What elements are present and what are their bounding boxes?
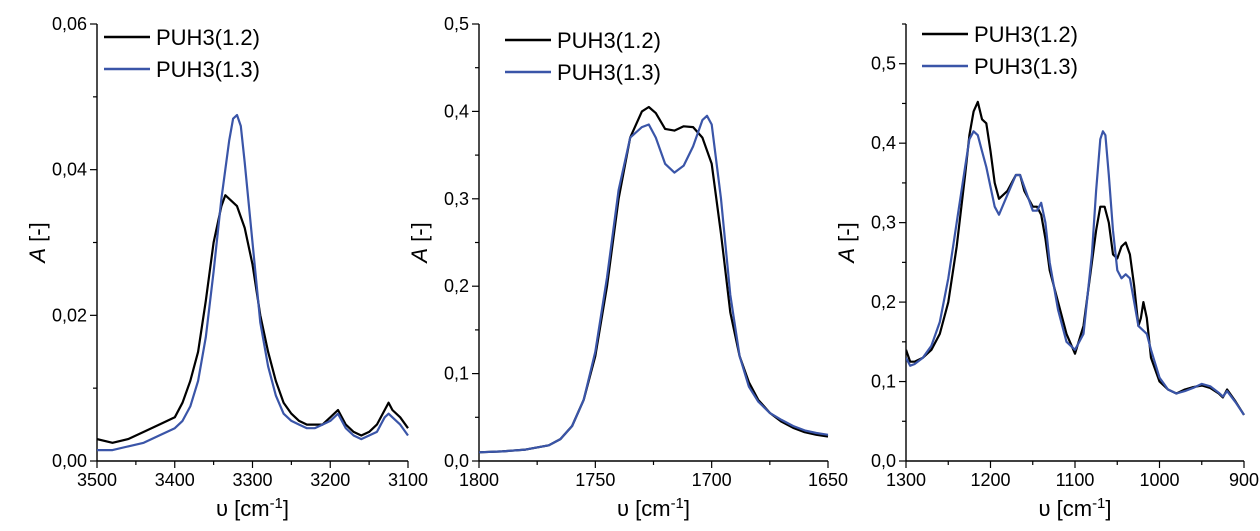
y-axis-title: A [-] (25, 222, 50, 264)
series-line-1 (906, 100, 1245, 416)
chart-panel-3: 1300 1200 1100 1000 900 0,0 0,1 0,2 0,3 0,4 0,5 υ [… (834, 22, 1259, 521)
legend-label: PUH3(1.2) (974, 22, 1078, 47)
y-tick-label: 0,0 (871, 451, 896, 471)
x-tick-label: 1800 (459, 470, 499, 490)
y-axis-title: A [-] (834, 222, 859, 264)
x-tick-label: 3300 (232, 470, 272, 490)
x-tick-label: 1100 (1056, 470, 1095, 490)
x-tick-label: 3200 (310, 470, 350, 490)
legend-label: PUH3(1.3) (156, 57, 260, 82)
legend-label: PUH3(1.2) (156, 25, 260, 50)
x-tick-label: 1650 (808, 470, 848, 490)
y-tick-label: 0,0 (444, 451, 469, 471)
x-tick-label: 1000 (1139, 470, 1179, 490)
y-tick-label: 0,06 (52, 14, 87, 34)
y-tick-label: 0,2 (871, 292, 896, 312)
x-axis-title: υ [cm-1] (1038, 495, 1111, 522)
legend-label: PUH3(1.3) (974, 54, 1078, 79)
y-tick-label: 0,1 (444, 364, 469, 384)
x-tick-label: 1200 (970, 470, 1010, 490)
x-tick-label: 900 (1229, 470, 1259, 490)
x-tick-label: 3100 (388, 470, 428, 490)
y-tick-label: 0,02 (52, 305, 87, 325)
x-axis-title: υ [cm-1] (617, 495, 690, 522)
y-tick-label: 0,04 (52, 160, 87, 180)
y-axis-title: A [-] (407, 222, 432, 264)
legend: PUH3(1.2) PUH3(1.3) (505, 28, 661, 85)
legend-label: PUH3(1.3) (557, 60, 661, 85)
legend-label: PUH3(1.2) (557, 28, 661, 53)
x-tick-label: 3500 (77, 470, 117, 490)
y-tick-label: 0,2 (444, 276, 469, 296)
legend: PUH3(1.2) PUH3(1.3) (922, 22, 1078, 79)
y-tick-label: 0,00 (52, 451, 87, 471)
y-tick-label: 0,4 (444, 101, 469, 121)
y-tick-label: 0,4 (871, 133, 896, 153)
series-line-2 (479, 114, 829, 454)
x-tick-label: 1750 (575, 470, 615, 490)
y-tick-label: 0,3 (871, 213, 896, 233)
chart-panel-2: 1800 1750 1700 1650 0,0 0,1 0,2 0,3 0,4 0,5 υ [cm-… (407, 14, 848, 521)
x-tick-label: 1300 (886, 470, 926, 490)
x-axis-title: υ [cm-1] (216, 495, 289, 522)
x-tick-label: 3400 (155, 470, 195, 490)
x-tick-label: 1700 (692, 470, 732, 490)
series-line-2 (906, 130, 1245, 416)
y-tick-label: 0,5 (871, 54, 896, 74)
y-tick-label: 0,5 (444, 14, 469, 34)
series-line-2 (97, 113, 409, 452)
y-tick-label: 0,1 (871, 372, 896, 392)
series-line-1 (97, 194, 409, 444)
y-tick-label: 0,3 (444, 189, 469, 209)
chart-panel-1: 3500 3400 3300 3200 3100 0,00 0,02 0,04 0,06 υ [c… (25, 14, 428, 521)
series-line-1 (479, 105, 829, 454)
legend: PUH3(1.2) PUH3(1.3) (104, 25, 260, 82)
